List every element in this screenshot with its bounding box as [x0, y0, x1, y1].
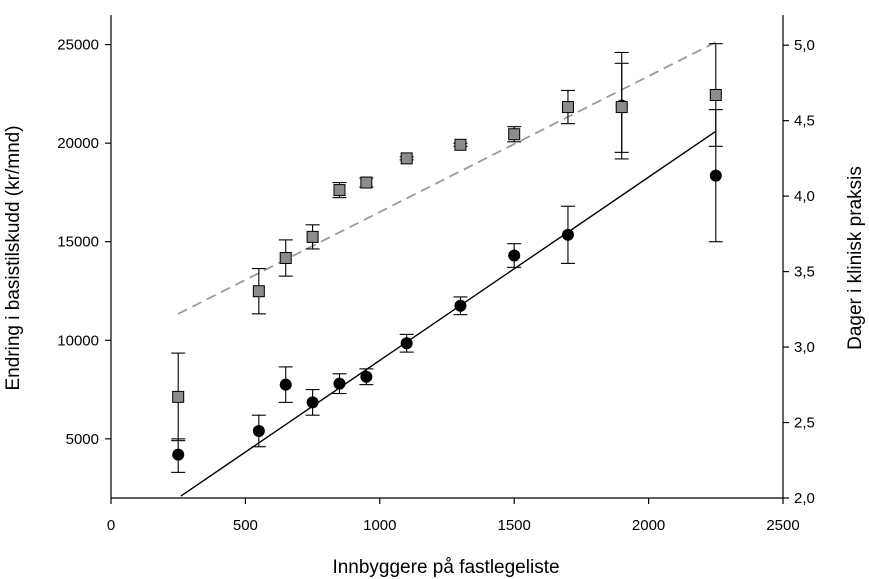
right-y-tick-label: 3,0	[794, 339, 815, 356]
right-y-tick-label: 3,5	[794, 264, 815, 281]
data-point-circle	[508, 249, 521, 262]
data-point-circle	[252, 424, 265, 437]
data-point-square	[172, 390, 185, 403]
data-point-square	[561, 101, 574, 114]
right-y-tick-label: 4,0	[794, 188, 815, 205]
left-axis-title: Endring i basistilskudd (kr/mnd)	[3, 125, 24, 390]
data-point-circle	[454, 299, 467, 312]
axes: 0 500 1000 1500 2000 2500 5000 10000 15000 20000 2…	[57, 15, 815, 534]
data-point-circle	[709, 169, 722, 182]
x-tick-label: 2000	[632, 517, 665, 534]
data-point-square	[306, 230, 319, 243]
right-y-tick-label: 5,0	[794, 37, 815, 54]
data-point-square	[508, 128, 521, 141]
data-point-square	[279, 252, 292, 265]
data-point-circle	[561, 228, 574, 241]
data-point-square	[360, 176, 373, 189]
right-axis-title: Dager i klinisk praksis	[845, 166, 866, 350]
data-point-circle	[279, 378, 292, 391]
x-tick-label: 0	[107, 517, 115, 534]
trend-line-squares	[177, 41, 717, 315]
x-tick-label: 1000	[363, 517, 396, 534]
error-bars	[171, 43, 723, 473]
data-point-circle	[400, 337, 413, 350]
data-point-circle	[172, 448, 185, 461]
data-point-circle	[360, 370, 373, 383]
data-point-square	[709, 88, 722, 101]
trend-lines	[177, 41, 717, 497]
right-y-tick-label: 4,5	[794, 113, 815, 130]
left-y-tick-label: 25000	[57, 37, 99, 54]
data-point-circle	[333, 377, 346, 390]
x-tick-label: 500	[233, 517, 258, 534]
left-y-tick-label: 5000	[66, 431, 99, 448]
data-point-square	[333, 184, 346, 197]
right-y-tick-label: 2,0	[794, 490, 815, 507]
right-y-tick-label: 2,5	[794, 415, 815, 432]
data-point-square	[615, 101, 628, 114]
data-point-square	[252, 285, 265, 298]
x-axis-title: Innbyggere på fastlegeliste	[332, 557, 559, 578]
data-point-square	[454, 138, 467, 151]
data-point-square	[400, 152, 413, 165]
x-tick-label: 1500	[498, 517, 531, 534]
data-markers	[172, 88, 722, 461]
left-y-tick-label: 20000	[57, 135, 99, 152]
trend-line-circles	[180, 130, 717, 497]
left-y-tick-label: 15000	[57, 234, 99, 251]
left-y-tick-label: 10000	[57, 332, 99, 349]
x-tick-label: 2500	[766, 517, 799, 534]
data-point-circle	[306, 396, 319, 409]
